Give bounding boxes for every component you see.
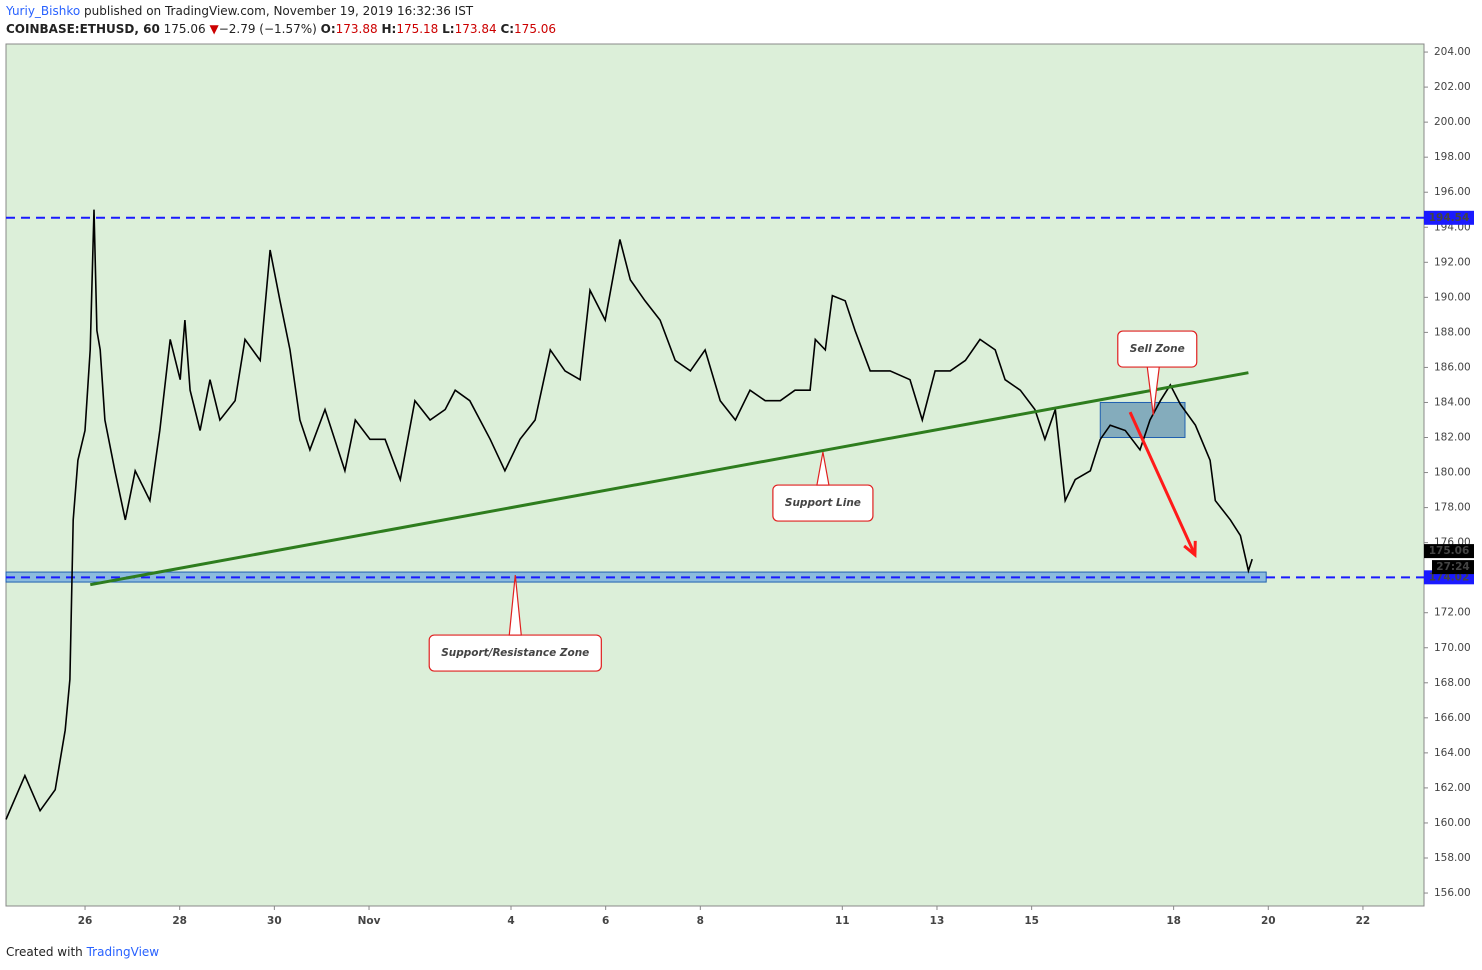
price-tag-label: 194.54: [1429, 212, 1470, 224]
y-tick-label: 200.00: [1434, 116, 1471, 128]
x-tick-label: 6: [602, 915, 609, 927]
created: Created with: [6, 945, 83, 959]
callout-text: Sell Zone: [1130, 343, 1185, 355]
x-tick-label: 15: [1024, 915, 1039, 927]
zone: [1099, 401, 1186, 439]
countdown: 27:24: [1436, 561, 1469, 573]
o-label: O:: [320, 22, 336, 36]
x-tick-label: 28: [172, 915, 187, 927]
callout-pointer: [508, 574, 522, 636]
countdown-tag: [1432, 560, 1474, 575]
footer: Created with TradingView: [6, 945, 159, 959]
callout: Support/Resistance Zone: [428, 574, 602, 672]
y-tick-label: 178.00: [1434, 502, 1471, 514]
callout: Support Line: [772, 451, 874, 522]
support-line: [89, 371, 1249, 587]
y-tick-label: 186.00: [1434, 361, 1471, 373]
x-tick-label: 8: [697, 915, 704, 927]
y-tick-label: 168.00: [1434, 677, 1471, 689]
x-tick-label: 22: [1356, 915, 1371, 927]
y-tick-label: 164.00: [1434, 747, 1471, 759]
y-tick-label: 172.00: [1434, 607, 1471, 619]
o: 173.88: [335, 22, 378, 36]
last: 175.06: [163, 22, 206, 36]
x-tick-label: 18: [1166, 915, 1181, 927]
x-tick-label: 26: [78, 915, 93, 927]
callout-pointer: [816, 451, 830, 486]
author: Yuriy_Bishko: [6, 4, 81, 18]
symbol: COINBASE:ETHUSD, 60: [6, 22, 160, 36]
callout-text: Support Line: [785, 497, 861, 509]
l: 173.84: [454, 22, 497, 36]
h: 175.18: [396, 22, 439, 36]
y-tick-label: 198.00: [1434, 151, 1471, 163]
x-tick-label: 11: [835, 915, 850, 927]
c: 175.06: [514, 22, 557, 36]
plot-background: [5, 43, 1425, 907]
x-tick-label: 20: [1261, 915, 1276, 927]
y-tick-label: 190.00: [1434, 291, 1471, 303]
y-tick-label: 180.00: [1434, 467, 1471, 479]
y-tick-label: 184.00: [1434, 396, 1471, 408]
x-tick-label: 4: [507, 915, 514, 927]
y-tick-label: 170.00: [1434, 642, 1471, 654]
arrow-head: [1183, 540, 1197, 559]
brand: TradingView: [86, 945, 160, 959]
h-label: H:: [381, 22, 397, 36]
y-tick-label: 160.00: [1434, 817, 1471, 829]
published: published on TradingView.com, November 1…: [80, 4, 474, 18]
callout-text: Support/Resistance Zone: [441, 647, 589, 659]
last-price-tag: [1424, 544, 1474, 559]
change: −2.79 (−1.57%): [218, 22, 317, 36]
chart: 156.00 158.00 160.00 162.00 164.00 166.00 168.…: [5, 43, 1474, 927]
price-line: [5, 209, 1253, 820]
header-line: Yuriy_Bishko published on TradingView.co…: [6, 4, 473, 18]
c-label: C:: [500, 22, 515, 36]
y-tick-label: 158.00: [1434, 852, 1471, 864]
arrow: [1128, 411, 1197, 556]
price-tag-label: 174.02: [1429, 571, 1470, 583]
x-tick-label: 13: [930, 915, 945, 927]
price-tag: [1424, 210, 1474, 225]
y-tick-label: 204.00: [1434, 46, 1471, 58]
y-tick-label: 182.00: [1434, 432, 1471, 444]
x-tick-label: Nov: [358, 915, 381, 927]
arrow: ▼: [209, 22, 219, 36]
l-label: L:: [442, 22, 455, 36]
symbol-line: COINBASE:ETHUSD, 60 175.06 ▼−2.79 (−1.57…: [6, 22, 556, 36]
y-tick-label: 162.00: [1434, 782, 1471, 794]
y-tick-label: 196.00: [1434, 186, 1471, 198]
y-tick-label: 192.00: [1434, 256, 1471, 268]
y-tick-label: 156.00: [1434, 887, 1471, 899]
callout-pointer: [1146, 366, 1160, 416]
x-tick-label: 30: [267, 915, 282, 927]
y-tick-label: 166.00: [1434, 712, 1471, 724]
y-tick-label: 188.00: [1434, 326, 1471, 338]
last-price-label: 175.06: [1429, 545, 1470, 557]
callout: Sell Zone: [1117, 330, 1198, 416]
y-tick-label: 202.00: [1434, 81, 1471, 93]
